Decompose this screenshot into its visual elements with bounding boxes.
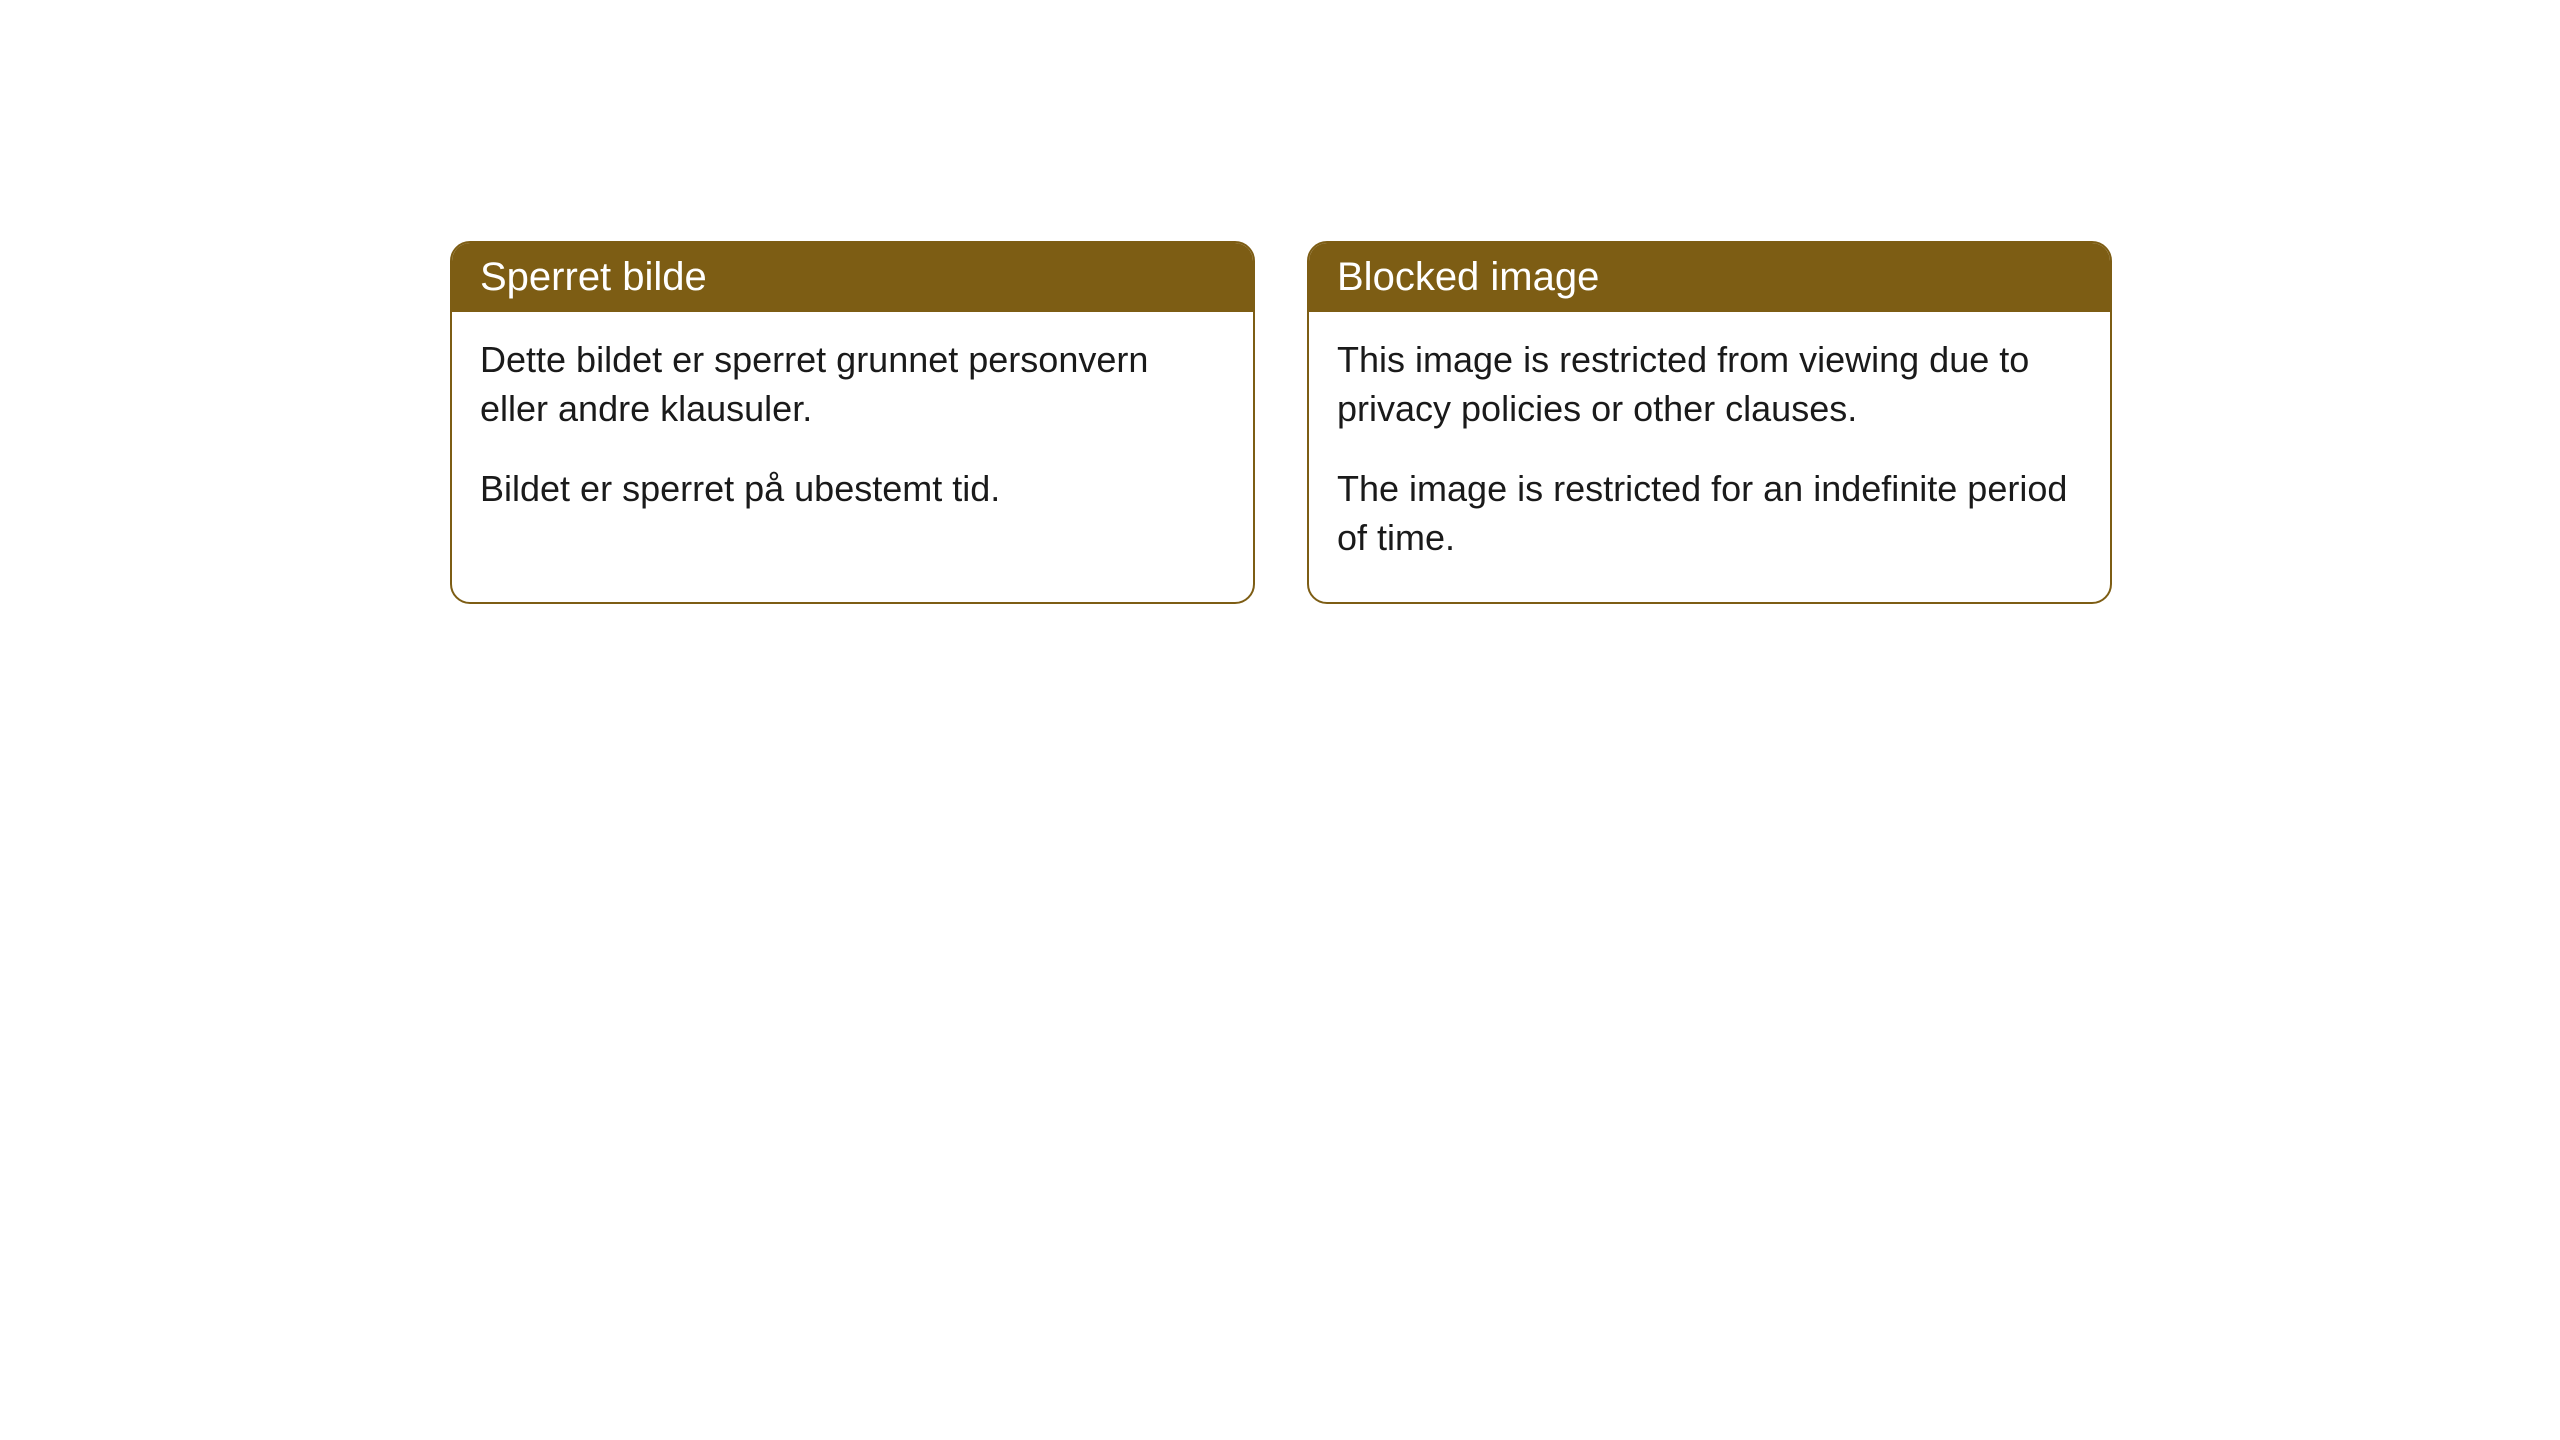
card-body: Dette bildet er sperret grunnet personve… <box>452 312 1253 554</box>
notice-text-line-1: Dette bildet er sperret grunnet personve… <box>480 336 1225 433</box>
card-header: Blocked image <box>1309 243 2110 312</box>
notice-text-line-2: The image is restricted for an indefinit… <box>1337 465 2082 562</box>
notice-container: Sperret bilde Dette bildet er sperret gr… <box>450 241 2112 604</box>
card-header: Sperret bilde <box>452 243 1253 312</box>
notice-text-line-2: Bildet er sperret på ubestemt tid. <box>480 465 1225 514</box>
blocked-image-card-norwegian: Sperret bilde Dette bildet er sperret gr… <box>450 241 1255 604</box>
card-body: This image is restricted from viewing du… <box>1309 312 2110 602</box>
blocked-image-card-english: Blocked image This image is restricted f… <box>1307 241 2112 604</box>
notice-text-line-1: This image is restricted from viewing du… <box>1337 336 2082 433</box>
